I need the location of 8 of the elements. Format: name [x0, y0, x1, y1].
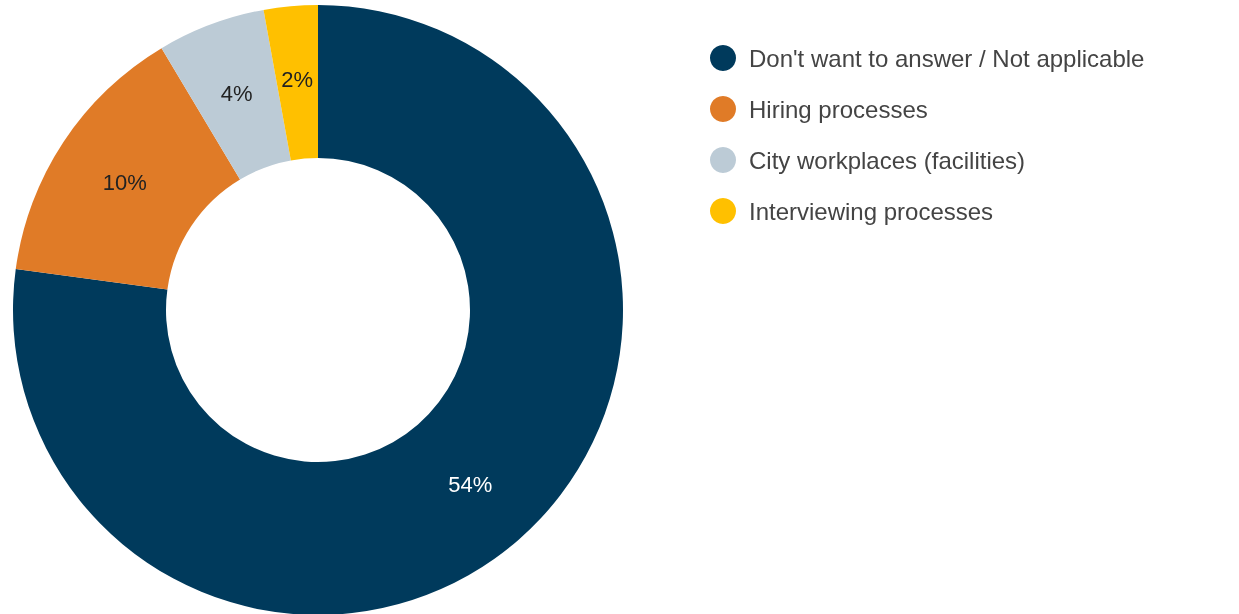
- data-label: 54%: [448, 471, 493, 497]
- legend-label: Don't want to answer / Not applicable: [749, 44, 1145, 72]
- legend-label: Hiring processes: [749, 95, 928, 123]
- data-label: 10%: [102, 169, 147, 195]
- legend-label: Interviewing processes: [749, 197, 994, 225]
- legend-label: City workplaces (facilities): [749, 146, 1026, 174]
- data-label: 4%: [220, 80, 253, 106]
- data-label: 2%: [281, 66, 314, 92]
